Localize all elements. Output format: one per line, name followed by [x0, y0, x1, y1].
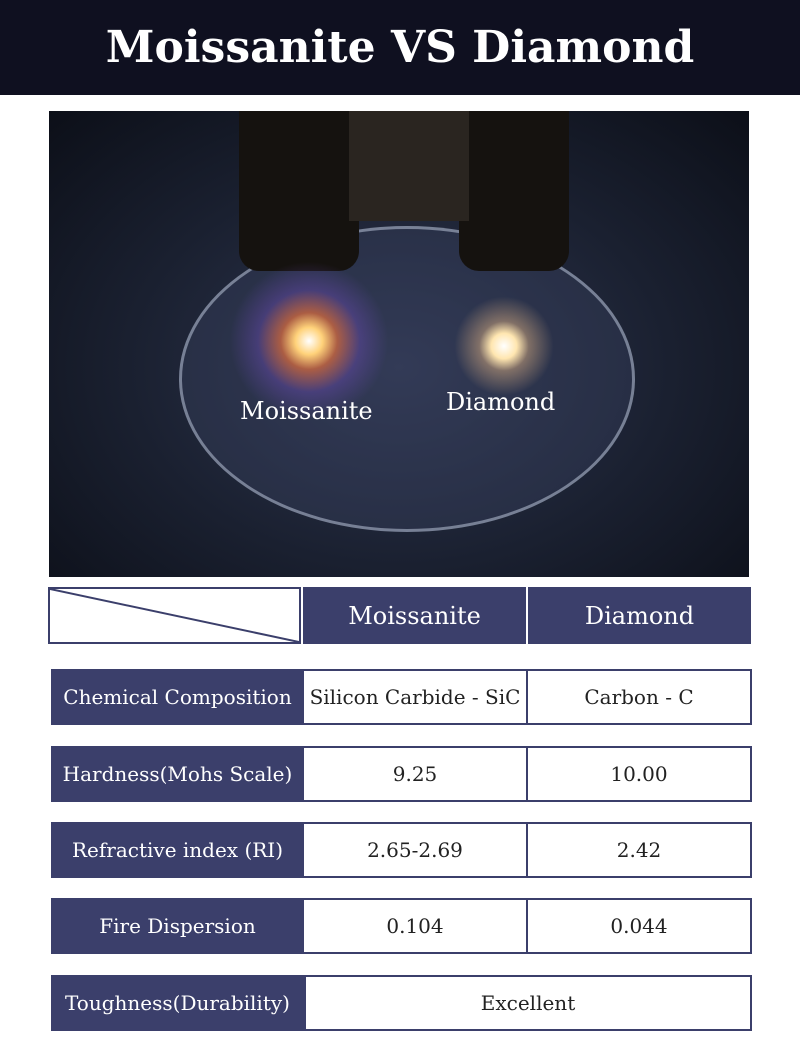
moissanite-value: 9.25 — [302, 746, 528, 802]
shared-value: Excellent — [304, 975, 752, 1031]
diamond-value: Carbon - C — [526, 669, 752, 725]
diamond-value: 2.42 — [526, 822, 752, 878]
diamond-photo-label: Diamond — [446, 388, 556, 416]
corner-cell — [48, 587, 301, 644]
diamond-value: 10.00 — [526, 746, 752, 802]
comparison-photo: Moissanite Diamond — [49, 111, 749, 577]
moissanite-value: 0.104 — [302, 898, 528, 954]
row-label: Refractive index (RI) — [51, 822, 304, 878]
header-moissanite: Moissanite — [303, 587, 526, 644]
tester-post — [349, 111, 469, 221]
diamond-value: 0.044 — [526, 898, 752, 954]
diamond-sparkle — [454, 296, 554, 396]
diagonal-line — [50, 589, 299, 642]
row-label: Hardness(Mohs Scale) — [51, 746, 304, 802]
moissanite-value: Silicon Carbide - SiC — [302, 669, 528, 725]
row-label: Toughness(Durability) — [51, 975, 304, 1031]
moissanite-photo-label: Moissanite — [240, 397, 373, 425]
row-label: Fire Dispersion — [51, 898, 304, 954]
page-title: Moissanite VS Diamond — [0, 0, 800, 95]
header-diamond: Diamond — [528, 587, 751, 644]
row-label: Chemical Composition — [51, 669, 304, 725]
tester-post — [239, 111, 359, 271]
moissanite-sparkle — [229, 261, 389, 421]
tester-post — [459, 111, 569, 271]
moissanite-value: 2.65-2.69 — [302, 822, 528, 878]
